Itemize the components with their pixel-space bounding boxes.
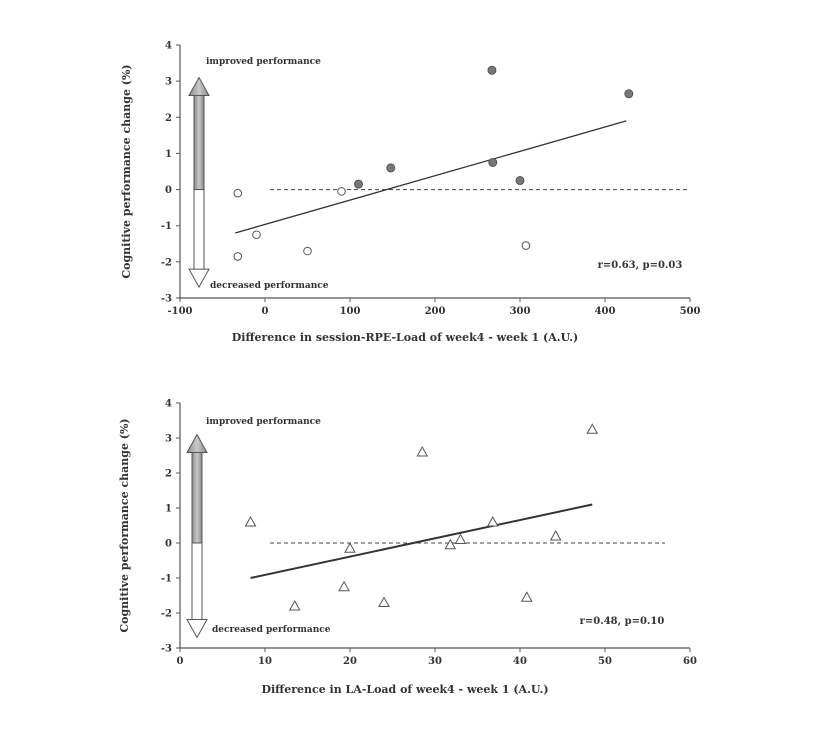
decreased-performance-note: decreased performance (212, 625, 331, 635)
y-axis-label: Cognitive performance change (%) (118, 418, 131, 632)
y-tick-label: 0 (165, 539, 172, 550)
x-tick-label: 50 (598, 656, 612, 667)
improved-arrow-head (186, 433, 208, 453)
data-point-filled-circle (624, 89, 634, 99)
y-tick-label: -1 (161, 574, 172, 585)
data-point-triangle (520, 591, 533, 602)
y-tick-label: 2 (165, 469, 172, 480)
decreased-arrow-head (188, 268, 210, 289)
improved-performance-note: improved performance (206, 417, 321, 427)
data-point-triangle (288, 599, 301, 611)
data-point-open-circle (303, 246, 312, 256)
trend-line (250, 503, 593, 579)
data-point-filled-circle (515, 176, 525, 186)
x-tick-label: 20 (343, 656, 357, 667)
x-tick-label: 40 (513, 656, 527, 667)
y-tick-label: -3 (161, 294, 172, 305)
y-tick-label: 2 (165, 113, 172, 124)
x-tick-label: 200 (425, 306, 446, 317)
data-point-open-circle (233, 252, 243, 261)
chart-1: -3 -2 -1 0 1 2 3 4 -100 0 100 200 300 400 500 Differenc… (120, 41, 700, 345)
y-tick-label: -2 (161, 257, 172, 268)
data-point-filled-circle (488, 157, 498, 167)
y-tick-label: 3 (165, 77, 172, 88)
y-tick-label: 1 (165, 149, 172, 160)
y-tick-label: 1 (165, 504, 172, 515)
y-tick-label: -3 (161, 644, 172, 655)
data-point-triangle (344, 542, 356, 553)
y-tick-label: 0 (165, 185, 172, 196)
x-tick-label: 0 (262, 306, 269, 317)
x-tick-label: 10 (258, 656, 272, 667)
data-point-triangle (444, 538, 457, 550)
y-tick-label: 4 (165, 41, 172, 52)
y-tick-label: 4 (165, 399, 172, 410)
data-point-filled-circle (487, 65, 497, 75)
data-point-triangle (586, 423, 599, 434)
decreased-arrow-shaft (193, 189, 205, 272)
x-tick-label: 60 (683, 656, 697, 667)
trend-line (235, 120, 627, 234)
data-point-triangle (549, 529, 562, 541)
data-point-open-circle (252, 230, 261, 240)
improved-arrow-shaft (193, 93, 205, 191)
x-tick-label: 0 (177, 656, 184, 667)
y-axis-label: Cognitive performance change (%) (120, 64, 133, 278)
y-tick-label: -1 (161, 221, 172, 232)
data-point-triangle (378, 596, 390, 607)
correlation-stat: r=0.48, p=0.10 (580, 616, 665, 627)
data-point-triangle (338, 580, 350, 592)
correlation-stat: r=0.63, p=0.03 (598, 260, 683, 271)
data-point-filled-circle (386, 163, 396, 173)
x-axis-label: Difference in session-RPE-Load of week4 … (232, 331, 578, 344)
data-point-filled-circle (354, 179, 363, 189)
decreased-arrow-head (186, 619, 208, 639)
data-point-open-circle (337, 187, 346, 196)
data-point-open-circle (521, 241, 531, 250)
x-tick-label: 500 (680, 306, 701, 317)
data-point-triangle (244, 515, 257, 527)
decreased-performance-note: decreased performance (210, 281, 329, 291)
x-tick-label: 400 (595, 306, 616, 317)
data-point-triangle (454, 533, 467, 544)
x-tick-label: 100 (340, 306, 361, 317)
data-point-triangle (416, 445, 429, 457)
y-tick-label: 3 (165, 434, 172, 445)
data-point-open-circle (233, 188, 243, 198)
data-point-triangle (486, 515, 499, 527)
improved-arrow-shaft (191, 450, 203, 544)
improved-arrow-head (188, 76, 210, 97)
x-tick-label: 30 (428, 656, 442, 667)
y-tick-label: -2 (161, 609, 172, 620)
x-axis-label: Difference in LA-Load of week4 - week 1 … (261, 683, 548, 696)
decreased-arrow-shaft (191, 542, 203, 622)
x-tick-label: 300 (510, 306, 531, 317)
x-tick-label: -100 (167, 306, 192, 317)
improved-performance-note: improved performance (206, 57, 321, 67)
